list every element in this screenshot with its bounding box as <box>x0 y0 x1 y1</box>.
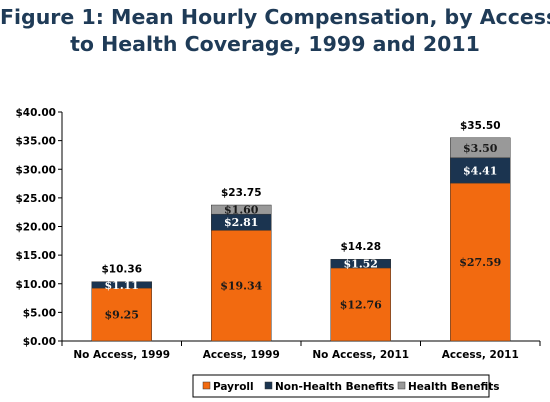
y-tick-label: $40.00 <box>15 107 56 119</box>
legend-swatch-non-health-benefits <box>264 381 273 390</box>
x-tick-label: No Access, 1999 <box>73 349 170 361</box>
y-tick-label: $25.00 <box>15 193 56 205</box>
y-tick-label: $30.00 <box>15 164 56 176</box>
bar-segment-non-health-benefits <box>330 258 391 269</box>
data-label: $3.50 <box>463 142 498 155</box>
bar-segment-payroll <box>91 287 152 342</box>
data-label: $2.81 <box>224 216 258 229</box>
y-tick-label: $10.00 <box>15 279 56 291</box>
x-tick-label: Access, 2011 <box>442 349 519 361</box>
bar-segment-health-benefits <box>450 137 511 159</box>
data-label: $1.11 <box>105 279 139 292</box>
data-label: $9.25 <box>105 309 139 322</box>
legend-label: Payroll <box>213 381 254 393</box>
data-label: $27.59 <box>459 256 501 269</box>
chart-title: Figure 1: Mean Hourly Compensation, by A… <box>0 4 550 58</box>
total-label: $35.50 <box>460 120 501 132</box>
data-label: $1.52 <box>344 258 378 271</box>
legend-label: Non-Health Benefits <box>275 381 394 393</box>
total-label: $10.36 <box>101 264 142 276</box>
bar-segment-non-health-benefits <box>91 281 152 289</box>
chart-title-line-1: Figure 1: Mean Hourly Compensation, by A… <box>0 5 550 29</box>
legend-swatch-health-benefits <box>397 381 406 390</box>
data-label: $4.41 <box>463 164 497 177</box>
x-tick-label: No Access, 2011 <box>312 349 409 361</box>
y-tick-label: $15.00 <box>15 250 56 262</box>
data-label: $1.60 <box>224 204 259 217</box>
total-label: $14.28 <box>340 241 381 253</box>
y-tick-label: $20.00 <box>15 222 56 234</box>
y-tick-label: $0.00 <box>23 336 56 348</box>
legend-label: Health Benefits <box>408 381 500 393</box>
legend-swatch-payroll <box>202 381 211 390</box>
data-label: $12.76 <box>340 298 382 311</box>
bar-segment-non-health-benefits <box>450 157 511 184</box>
bar-segment-payroll <box>211 230 272 342</box>
chart-title-line-2: to Health Coverage, 1999 and 2011 <box>70 32 480 56</box>
x-tick-label: Access, 1999 <box>203 349 280 361</box>
data-label: $19.34 <box>220 280 262 293</box>
bar-segment-health-benefits <box>211 204 272 215</box>
y-tick-label: $35.00 <box>15 136 56 148</box>
bar-segment-payroll <box>330 267 391 342</box>
y-tick-label: $5.00 <box>23 307 56 319</box>
legend-box <box>192 374 490 398</box>
total-label: $23.75 <box>221 187 262 199</box>
